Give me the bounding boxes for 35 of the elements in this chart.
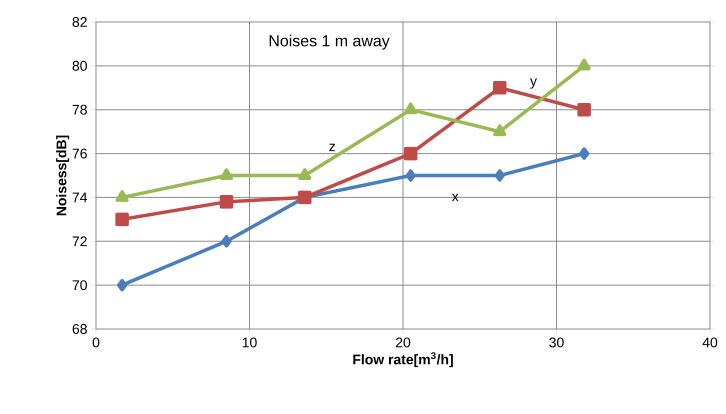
x-tick-label: 0 <box>92 338 100 348</box>
point <box>404 146 418 160</box>
point <box>298 168 312 180</box>
y-axis-title: Noisess[dB] <box>56 136 70 216</box>
point <box>578 58 591 70</box>
x-tick-label: 30 <box>549 338 564 348</box>
y-tick-label: 68 <box>72 324 87 334</box>
series-label: y <box>530 78 537 89</box>
y-tick-label: 72 <box>72 236 87 246</box>
point <box>116 190 129 202</box>
y-tick-label: 82 <box>72 17 87 27</box>
x-axis-title: Flow rate[m$^{3}$/h] <box>353 352 453 368</box>
y-tick-label: 80 <box>72 60 87 71</box>
point <box>115 212 129 226</box>
point <box>220 168 233 180</box>
point <box>116 278 128 292</box>
point <box>494 169 505 182</box>
point <box>493 124 506 136</box>
point <box>221 235 232 248</box>
x-tick-label: 40 <box>702 338 718 348</box>
y-tick-label: 76 <box>72 148 87 159</box>
y-tick-label: 74 <box>72 192 88 202</box>
x-tick-label: 20 <box>396 338 410 348</box>
y-tick-label: 78 <box>72 104 87 115</box>
point <box>220 195 234 209</box>
series-label: z <box>329 144 335 152</box>
point <box>579 147 590 160</box>
point <box>404 102 418 114</box>
point <box>577 102 591 116</box>
point <box>492 81 506 95</box>
text: Noises 1 m away <box>270 34 390 50</box>
series-label: x <box>452 194 459 202</box>
point <box>406 169 416 182</box>
y-tick-label: 70 <box>72 280 87 290</box>
x-tick-label: 10 <box>242 338 257 348</box>
